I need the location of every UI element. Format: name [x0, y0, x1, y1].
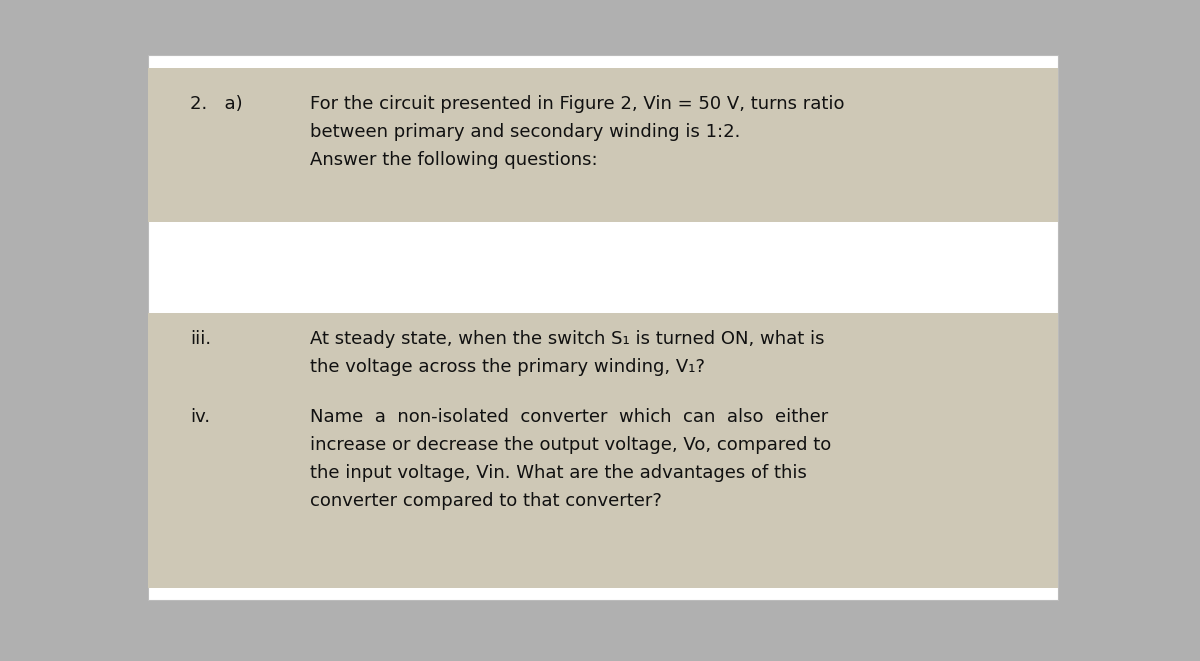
- Bar: [148, 68, 1058, 222]
- Bar: [148, 55, 1058, 600]
- Text: For the circuit presented in Figure 2, Vin = 50 V, turns ratio: For the circuit presented in Figure 2, V…: [310, 95, 845, 113]
- Bar: [148, 313, 1058, 588]
- Text: iii.: iii.: [190, 330, 211, 348]
- Text: converter compared to that converter?: converter compared to that converter?: [310, 492, 662, 510]
- Text: the voltage across the primary winding, V₁?: the voltage across the primary winding, …: [310, 358, 706, 376]
- Text: between primary and secondary winding is 1:2.: between primary and secondary winding is…: [310, 123, 740, 141]
- Text: the input voltage, Vin. What are the advantages of this: the input voltage, Vin. What are the adv…: [310, 464, 806, 482]
- Text: Answer the following questions:: Answer the following questions:: [310, 151, 598, 169]
- Text: iv.: iv.: [190, 408, 210, 426]
- Text: At steady state, when the switch S₁ is turned ON, what is: At steady state, when the switch S₁ is t…: [310, 330, 824, 348]
- Text: 2.   a): 2. a): [190, 95, 242, 113]
- Text: increase or decrease the output voltage, Vo, compared to: increase or decrease the output voltage,…: [310, 436, 832, 454]
- Text: Name  a  non-isolated  converter  which  can  also  either: Name a non-isolated converter which can …: [310, 408, 828, 426]
